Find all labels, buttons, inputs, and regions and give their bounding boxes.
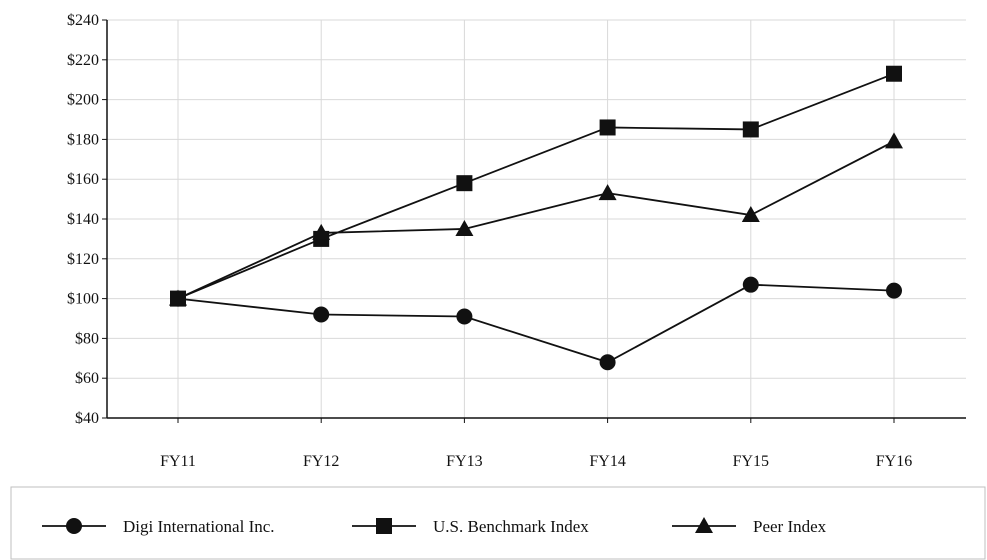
- x-tick-label: FY13: [446, 453, 482, 470]
- series-line: [177, 140, 895, 300]
- legend: Digi International Inc. U.S. Benchmark In…: [10, 486, 986, 560]
- triangle-point: [885, 132, 903, 149]
- circle-point: [886, 282, 902, 299]
- square-point: [742, 121, 759, 138]
- y-tick-label: $60: [75, 370, 99, 387]
- triangle-point: [598, 184, 617, 201]
- legend-box: [10, 486, 986, 560]
- series-peer-index: [169, 132, 903, 306]
- circle-point: [456, 308, 473, 325]
- series-line: [177, 283, 895, 364]
- y-tick-label: $120: [67, 251, 99, 268]
- square-point: [456, 175, 473, 192]
- y-tick-label: $180: [67, 131, 99, 148]
- y-tick-label: $40: [75, 410, 99, 427]
- legend-item: Peer Index: [672, 517, 827, 536]
- y-tick-label: $80: [75, 330, 99, 347]
- x-tick-label: FY12: [303, 453, 339, 470]
- legend-triangle-marker: [695, 517, 713, 533]
- triangle-point: [741, 206, 760, 223]
- series-digi-international-inc: [170, 276, 902, 371]
- legend-item: U.S. Benchmark Index: [352, 517, 589, 536]
- y-tick-label: $240: [67, 12, 99, 29]
- circle-point: [742, 276, 759, 293]
- legend-label: Peer Index: [753, 517, 827, 536]
- legend-label: Digi International Inc.: [123, 517, 275, 536]
- y-tick-label: $200: [67, 92, 99, 109]
- square-point: [599, 119, 616, 136]
- legend-label: U.S. Benchmark Index: [433, 517, 589, 536]
- y-tick-label: $220: [67, 52, 99, 69]
- gridlines: [107, 19, 966, 418]
- legend-square-marker: [376, 518, 392, 534]
- series-lines: [169, 65, 903, 371]
- triangle-point: [455, 219, 474, 236]
- triangle-point: [312, 223, 331, 240]
- y-axis-ticks: $40 $60 $80 $100 $120 $140 $160 $180 $200 $220 $24…: [67, 12, 107, 427]
- x-axis-ticks: FY11 FY12 FY13 FY14 FY15 FY16: [160, 418, 912, 470]
- legend-item: Digi International Inc.: [42, 517, 275, 536]
- square-point: [886, 65, 902, 82]
- y-tick-label: $100: [67, 291, 99, 308]
- triangle-point: [169, 289, 187, 306]
- x-tick-label: FY14: [589, 453, 625, 470]
- series-u-s-benchmark-index: [170, 65, 902, 307]
- circle-point: [313, 306, 330, 323]
- x-tick-label: FY11: [160, 453, 196, 470]
- series-line: [177, 72, 895, 300]
- legend-circle-marker: [66, 518, 82, 534]
- x-tick-label: FY16: [876, 453, 912, 470]
- circle-point: [599, 354, 616, 371]
- x-tick-label: FY15: [733, 453, 769, 470]
- y-tick-label: $160: [67, 171, 99, 188]
- y-tick-label: $140: [67, 211, 99, 228]
